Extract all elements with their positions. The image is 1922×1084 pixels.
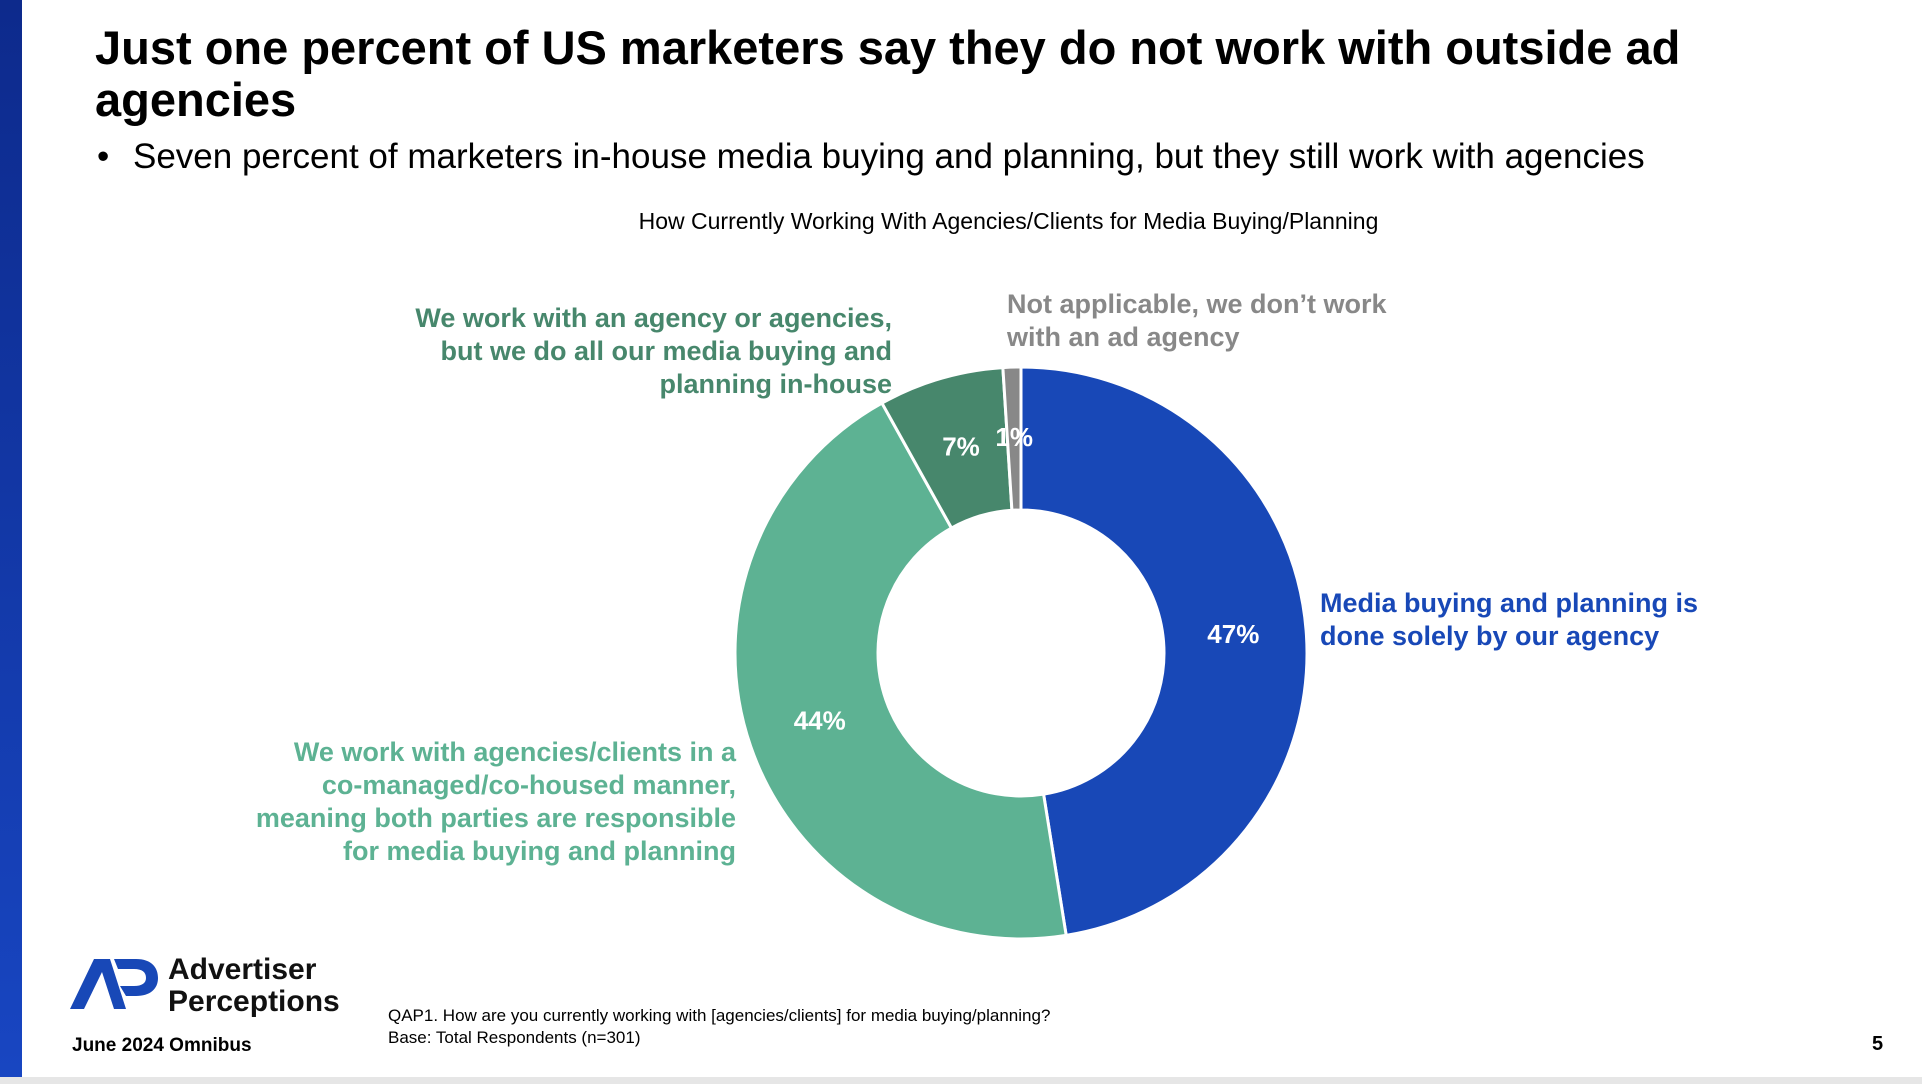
label-line: for media buying and planning [342,836,736,866]
slice-value-label-3: 1% [995,422,1033,452]
label-line: Media buying and planning is [1320,588,1699,618]
side-accent-bar [0,0,22,1084]
bullet-text: Seven percent of marketers in-house medi… [133,137,1645,176]
bullet-point: • Seven percent of marketers in-house me… [97,135,1645,179]
donut-slice-3 [1001,365,1023,512]
label-line: Not applicable, we don’t work [1007,289,1387,319]
advertiser-perceptions-logo-icon [70,959,158,1009]
footnote-question: QAP1. How are you currently working with… [388,1006,1051,1025]
logo-line-1: Advertiser [168,953,317,986]
label-line: with an ad agency [1007,322,1240,352]
date-label: June 2024 Omnibus [72,1035,252,1056]
donut-slice-0 [1019,365,1309,938]
slice-value-label-2: 7% [942,432,980,462]
logo-line-2: Perceptions [168,985,340,1018]
label-line: co-managed/co-housed manner, [321,770,736,800]
footnote: QAP1. How are you currently working with… [388,1005,1050,1049]
page-number: 5 [1872,1033,1884,1055]
bullet-marker: • [97,137,110,176]
slide-title: Just one percent of US marketers say the… [95,21,1681,126]
chart-title: How Currently Working With Agencies/Clie… [638,208,1379,234]
slice-value-label-1: 44% [794,706,846,736]
bottom-strip [0,1077,1922,1084]
footnote-base: Base: Total Respondents (n=301) [388,1028,641,1047]
label-line: done solely by our agency [1320,621,1660,651]
slice-value-label-0: 47% [1207,619,1259,649]
slice-label-not-applicable: Not applicable, we don’t work with an ad… [1007,288,1447,354]
slice-label-co-managed: We work with agencies/clients in a co-ma… [180,736,736,868]
label-line: We work with an agency or agencies, [415,303,892,333]
label-line: planning in-house [659,369,892,399]
logo-wordmark: Advertiser Perceptions [168,954,340,1018]
label-line: but we do all our media buying and [440,336,892,366]
label-line: meaning both parties are responsible [255,803,736,833]
donut-slice-1 [733,401,1068,941]
label-line: We work with agencies/clients in a [293,737,736,767]
slice-label-in-house: We work with an agency or agencies, but … [320,302,892,401]
slice-label-agency-only: Media buying and planning is done solely… [1320,587,1760,653]
